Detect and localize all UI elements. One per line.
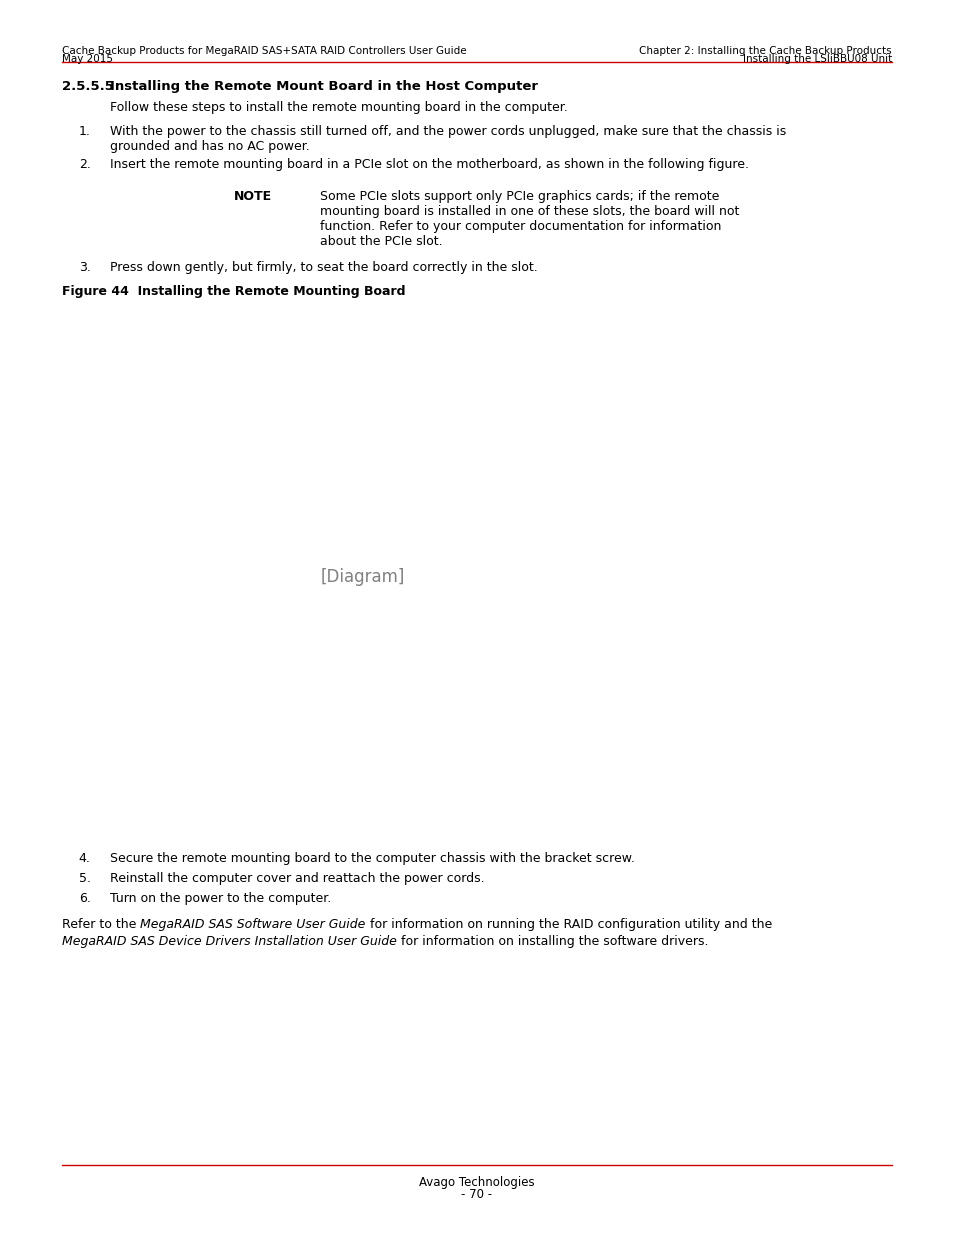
Text: 6.: 6. (79, 892, 91, 905)
Text: 3.: 3. (79, 261, 91, 274)
Text: Refer to the: Refer to the (62, 918, 140, 931)
Text: Figure 44  Installing the Remote Mounting Board: Figure 44 Installing the Remote Mounting… (62, 285, 405, 299)
Text: 2.5.5.5: 2.5.5.5 (62, 80, 113, 94)
Text: 2.: 2. (79, 158, 91, 172)
Text: Secure the remote mounting board to the computer chassis with the bracket screw.: Secure the remote mounting board to the … (110, 852, 634, 866)
Text: 1.: 1. (79, 125, 91, 138)
Text: 4.: 4. (79, 852, 91, 866)
Text: [Diagram]: [Diagram] (320, 568, 404, 587)
Text: Turn on the power to the computer.: Turn on the power to the computer. (110, 892, 331, 905)
Text: Avago Technologies: Avago Technologies (418, 1176, 535, 1189)
Text: Installing the LSIiBBU08 Unit: Installing the LSIiBBU08 Unit (742, 54, 891, 64)
Text: With the power to the chassis still turned off, and the power cords unplugged, m: With the power to the chassis still turn… (110, 125, 785, 153)
Text: MegaRAID SAS Software User Guide: MegaRAID SAS Software User Guide (140, 918, 365, 931)
Text: NOTE: NOTE (233, 190, 272, 204)
Text: for information on running the RAID configuration utility and the: for information on running the RAID conf… (365, 918, 771, 931)
Text: Follow these steps to install the remote mounting board in the computer.: Follow these steps to install the remote… (110, 101, 567, 115)
Text: Some PCIe slots support only PCIe graphics cards; if the remote
mounting board i: Some PCIe slots support only PCIe graphi… (319, 190, 739, 248)
Text: - 70 -: - 70 - (461, 1188, 492, 1202)
Text: Installing the Remote Mount Board in the Host Computer: Installing the Remote Mount Board in the… (110, 80, 537, 94)
Text: Cache Backup Products for MegaRAID SAS+SATA RAID Controllers User Guide: Cache Backup Products for MegaRAID SAS+S… (62, 46, 466, 56)
Text: Insert the remote mounting board in a PCIe slot on the motherboard, as shown in : Insert the remote mounting board in a PC… (110, 158, 748, 172)
Text: Press down gently, but firmly, to seat the board correctly in the slot.: Press down gently, but firmly, to seat t… (110, 261, 537, 274)
Text: Reinstall the computer cover and reattach the power cords.: Reinstall the computer cover and reattac… (110, 872, 484, 885)
Text: 5.: 5. (78, 872, 91, 885)
Text: May 2015: May 2015 (62, 54, 112, 64)
Text: for information on installing the software drivers.: for information on installing the softwa… (396, 935, 708, 948)
Text: MegaRAID SAS Device Drivers Installation User Guide: MegaRAID SAS Device Drivers Installation… (62, 935, 396, 948)
Text: Chapter 2: Installing the Cache Backup Products: Chapter 2: Installing the Cache Backup P… (639, 46, 891, 56)
